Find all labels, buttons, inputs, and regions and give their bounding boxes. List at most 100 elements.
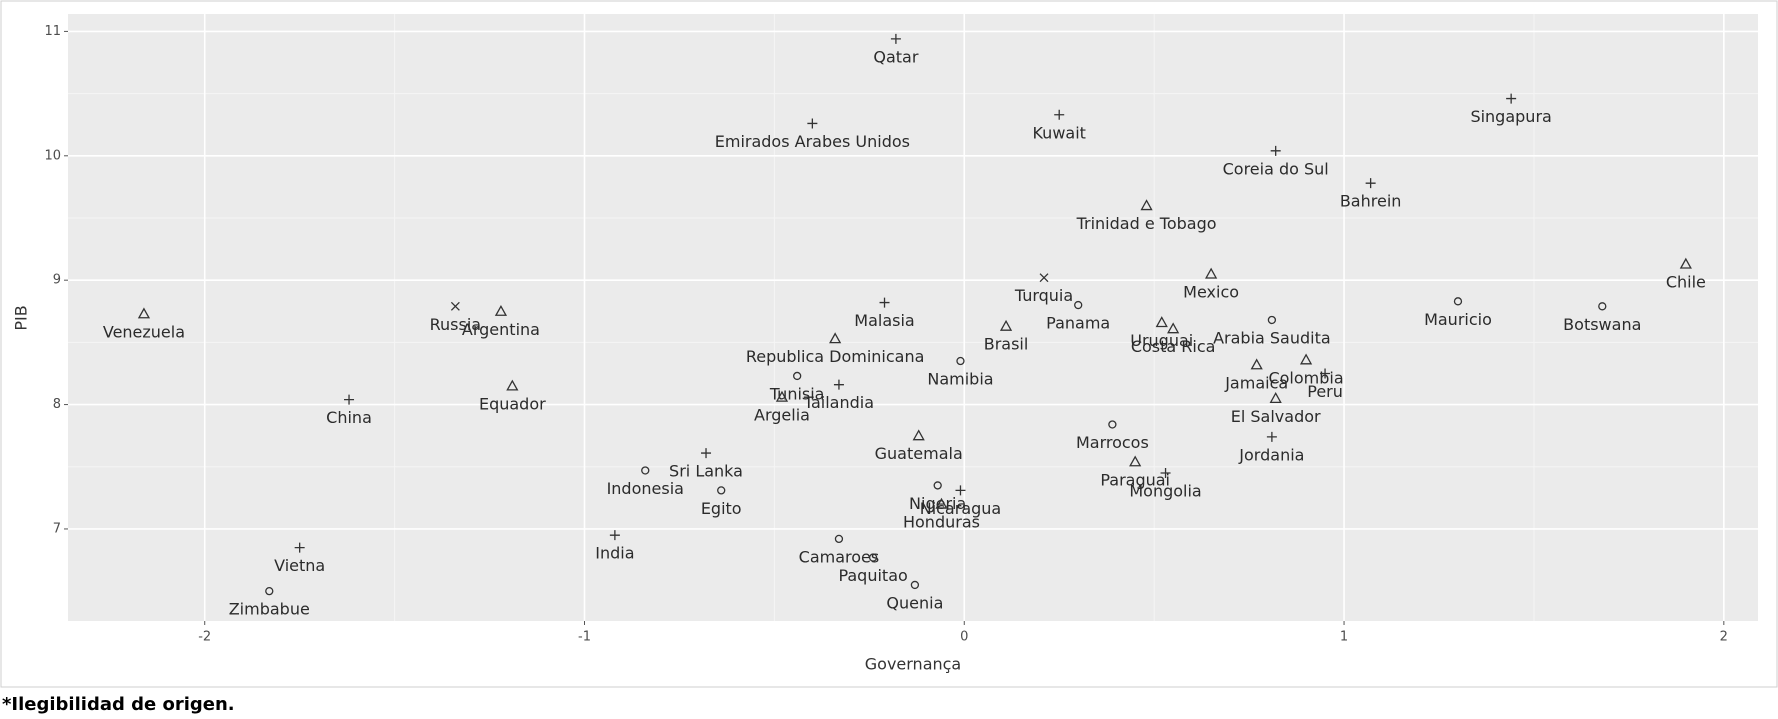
point (641, 466, 650, 475)
point-label: China (326, 408, 372, 427)
point (1299, 353, 1313, 365)
point-label: Honduras (903, 513, 980, 532)
point (717, 486, 726, 495)
point-label: Mexico (1183, 282, 1239, 301)
point (1129, 455, 1142, 467)
point-label: Sri Lanka (669, 462, 743, 481)
point (775, 390, 789, 402)
point-label: Bahrein (1340, 192, 1402, 211)
y-tick-label: 9 (53, 273, 61, 288)
x-tick-label: 2 (1720, 630, 1728, 645)
point (1074, 300, 1083, 310)
point-label: Trinidad e Tobago (1076, 214, 1217, 233)
point-label: Zimbabue (229, 600, 310, 619)
point (494, 304, 508, 316)
point (609, 530, 620, 541)
x-tick-label: 0 (960, 630, 968, 645)
point-label: Argentina (462, 320, 540, 339)
point (1320, 368, 1331, 379)
point (793, 371, 802, 381)
point (935, 497, 948, 509)
point-label: Malasia (854, 311, 914, 330)
point-label: Argelia (754, 406, 810, 425)
point (834, 534, 844, 544)
point (829, 332, 842, 344)
point (137, 307, 151, 319)
plot-panel (68, 14, 1758, 621)
point-label: Egito (701, 499, 742, 518)
point-label: Peru (1307, 382, 1343, 401)
y-tick-label: 10 (44, 148, 61, 163)
point (956, 356, 965, 366)
point (506, 379, 519, 391)
point-label: Nigeria (909, 494, 966, 513)
point (1039, 273, 1049, 283)
x-tick-label: 1 (1340, 630, 1348, 645)
point (1054, 109, 1065, 120)
point (1270, 145, 1281, 156)
point (910, 580, 920, 590)
point-label: Qatar (873, 47, 918, 66)
point (1155, 316, 1168, 328)
point-label: Venezuela (103, 322, 185, 341)
point (833, 379, 844, 390)
point-label: Republica Dominicana (746, 347, 925, 366)
point-label: Singapura (1470, 107, 1551, 126)
y-tick-label: 8 (53, 397, 61, 412)
y-axis-title: PIB (12, 305, 31, 330)
point-label: Indonesia (607, 479, 684, 498)
point (701, 448, 712, 459)
point-label: Coreia do Sul (1223, 159, 1329, 178)
point-label: Mongolia (1129, 481, 1201, 500)
x-tick-label: -2 (198, 630, 211, 645)
point (1250, 358, 1263, 370)
point-label: Paquitao (838, 566, 907, 585)
point-label: Tailandia (803, 393, 874, 412)
point (265, 587, 274, 596)
point (294, 542, 305, 553)
point (868, 553, 878, 562)
point (807, 118, 818, 129)
x-tick-label: -1 (578, 630, 591, 645)
point-label: Turquia (1014, 286, 1073, 305)
point-label: Paraguai (1100, 470, 1170, 489)
point (450, 301, 460, 311)
point-label: Chile (1666, 273, 1706, 292)
point-label: Namibia (927, 370, 993, 389)
point-label: Mauricio (1424, 310, 1492, 329)
point-label: Panama (1046, 314, 1110, 333)
point-label: Tunisia (769, 384, 825, 403)
point-label: Kuwait (1032, 123, 1085, 142)
point (890, 33, 901, 44)
point-label: Camaroes (799, 547, 880, 566)
y-tick-label: 7 (53, 521, 61, 536)
point (912, 429, 925, 441)
point (933, 481, 942, 490)
point-label: Equador (479, 394, 546, 413)
point (1266, 431, 1277, 442)
point-label: Uruguai (1130, 331, 1193, 350)
point (1506, 93, 1517, 104)
point (1267, 315, 1277, 325)
point (344, 394, 355, 405)
point-label: Emirados Arabes Unidos (715, 132, 910, 151)
y-tick-label: 11 (44, 24, 61, 39)
point (879, 297, 890, 308)
point (1598, 302, 1607, 311)
x-axis-title: Governança (865, 655, 961, 674)
point-label: Vietna (274, 556, 325, 575)
point (955, 485, 966, 496)
point-label: Arabia Saudita (1213, 328, 1331, 347)
point (999, 319, 1013, 331)
point-label: Nicaragua (920, 499, 1002, 518)
point-label: Brasil (984, 335, 1029, 354)
point (1269, 392, 1282, 403)
point-label: Botswana (1563, 315, 1641, 334)
point-label: India (595, 544, 634, 563)
points: Qatar Singapura Emirados Arabes Unidos Kuwa… (103, 33, 1706, 619)
footnote: *Ilegibilidad de origen. (2, 694, 235, 715)
point (1205, 267, 1218, 279)
grid (64, 14, 1758, 625)
point (1365, 178, 1376, 189)
